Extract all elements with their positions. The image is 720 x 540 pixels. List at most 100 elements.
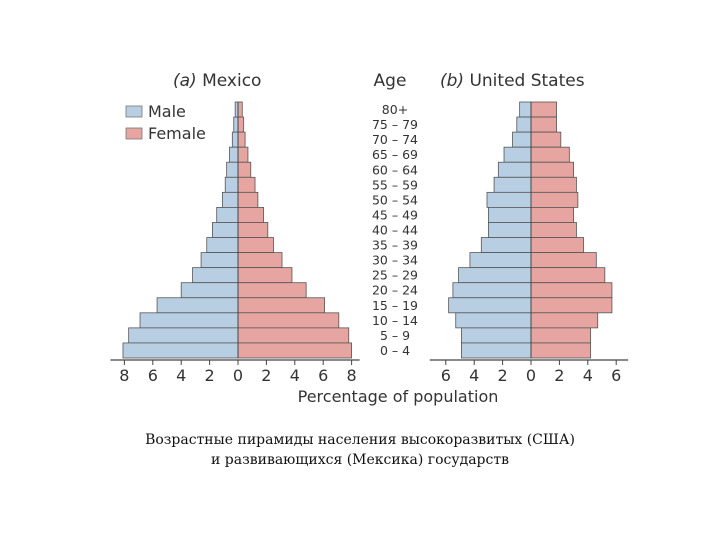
bar-male [497, 161, 532, 178]
bar-male [233, 116, 239, 133]
bar-female [530, 282, 613, 299]
age-label: 5 – 9 [380, 328, 410, 343]
bar-female [237, 176, 256, 193]
bar-female [530, 116, 557, 133]
age-label: 50 – 54 [372, 192, 418, 207]
bar-male [480, 237, 532, 253]
bar-female [237, 207, 264, 223]
bar-male [200, 252, 239, 269]
bar-male [487, 222, 532, 238]
bar-female [237, 131, 246, 148]
bar-male [493, 176, 532, 193]
age-label: 40 – 44 [372, 223, 418, 238]
bar-female [530, 101, 557, 118]
bar-male [180, 282, 239, 299]
x-tick-label: 8 [347, 366, 357, 385]
x-tick-label: 4 [290, 366, 300, 385]
age-label: 60 – 64 [372, 162, 418, 177]
bar-female [237, 146, 249, 163]
x-tick-label: 2 [498, 366, 508, 385]
panel-title-0: (a) Mexico [173, 71, 261, 91]
bar-female [530, 222, 577, 238]
x-tick-label: 2 [554, 366, 564, 385]
x-tick-label: 6 [441, 366, 451, 385]
x-tick-label: 6 [148, 366, 158, 385]
bar-male [458, 267, 532, 284]
age-label: 45 – 49 [372, 207, 418, 222]
legend-female-swatch [125, 127, 143, 140]
age-label: 35 – 39 [372, 238, 418, 253]
x-tick-label: 8 [119, 366, 129, 385]
bar-female [237, 282, 307, 299]
x-tick-label: 0 [233, 366, 243, 385]
age-label: 10 – 14 [372, 313, 418, 328]
bar-male [128, 327, 239, 344]
bar-female [530, 176, 577, 193]
bar-male [469, 252, 532, 269]
bar-male [461, 327, 532, 344]
bar-female [530, 327, 592, 344]
caption-line-1: Возрастные пирамиды населения высокоразв… [145, 432, 575, 448]
bar-female [530, 297, 613, 314]
age-label: 55 – 59 [372, 177, 418, 192]
bar-female [530, 146, 570, 163]
bar-male [512, 131, 532, 148]
x-tick-label: 4 [176, 366, 186, 385]
bar-male [224, 176, 239, 193]
bar-female [530, 207, 574, 223]
x-tick-label: 4 [583, 366, 593, 385]
bar-female [530, 267, 606, 284]
age-label: 75 – 79 [372, 117, 418, 132]
bar-male [519, 101, 532, 118]
x-tick-label: 2 [261, 366, 271, 385]
x-axis-label: Percentage of population [298, 387, 499, 406]
bar-female [237, 267, 293, 284]
bar-male [221, 191, 239, 208]
bar-female [530, 312, 599, 329]
x-tick-label: 2 [205, 366, 215, 385]
bar-male [448, 297, 532, 314]
age-label: 30 – 34 [372, 253, 418, 268]
legend-female-label: Female [148, 124, 206, 143]
bar-male [455, 312, 532, 329]
bar-female [530, 161, 574, 178]
age-header: Age [374, 71, 407, 91]
bar-male [229, 146, 239, 163]
bar-female [530, 131, 562, 148]
bar-male [226, 161, 239, 178]
age-label: 20 – 24 [372, 283, 418, 298]
population-pyramid-chart: (a) Mexico (b) United States Age Male Female… [110, 71, 629, 406]
bar-male [139, 312, 239, 329]
bar-male [206, 237, 239, 253]
panel-title-1: (b) United States [440, 71, 585, 91]
bar-male [452, 282, 532, 299]
age-label: 80+ [382, 102, 408, 117]
x-tick-label: 4 [469, 366, 479, 385]
bar-female [237, 161, 252, 178]
bar-female [237, 252, 283, 269]
bar-female [237, 116, 245, 133]
bar-female [237, 191, 259, 208]
bar-male [192, 267, 239, 284]
x-tick-label: 6 [611, 366, 621, 385]
bar-male [122, 342, 239, 359]
bar-male [486, 191, 532, 208]
bar-female [237, 237, 274, 253]
bar-male [231, 131, 239, 148]
bar-male [487, 207, 532, 223]
bar-female [237, 327, 350, 344]
bar-female [237, 312, 340, 329]
x-tick-label: 6 [318, 366, 328, 385]
age-label: 15 – 19 [372, 298, 418, 313]
age-label: 70 – 74 [372, 132, 418, 147]
bar-male [461, 342, 532, 359]
bar-female [530, 237, 584, 253]
bar-female [237, 297, 326, 314]
x-tick-label: 0 [526, 366, 536, 385]
bar-female [530, 191, 579, 208]
bar-male [212, 222, 239, 238]
bar-female [237, 222, 269, 238]
bar-female [530, 342, 592, 359]
caption-line-2: и развивающихся (Мексика) государств [211, 452, 509, 468]
age-label: 25 – 29 [372, 268, 418, 283]
